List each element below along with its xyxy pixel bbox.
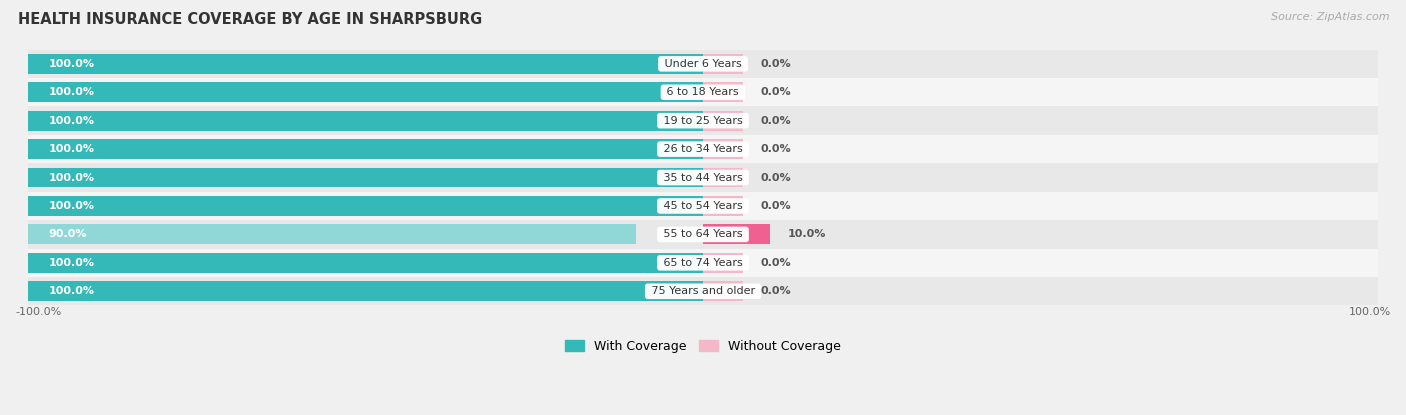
Bar <box>703 54 744 74</box>
Text: 90.0%: 90.0% <box>49 229 87 239</box>
Bar <box>703 281 744 301</box>
Bar <box>703 253 744 273</box>
Bar <box>28 249 1378 277</box>
Text: 100.0%: 100.0% <box>1348 308 1391 317</box>
Text: 100.0%: 100.0% <box>49 201 94 211</box>
Bar <box>703 168 744 188</box>
Bar <box>28 192 1378 220</box>
Bar <box>703 196 744 216</box>
Text: 19 to 25 Years: 19 to 25 Years <box>659 116 747 126</box>
Bar <box>28 277 1378 305</box>
Text: 100.0%: 100.0% <box>49 116 94 126</box>
Bar <box>28 78 1378 107</box>
Bar <box>28 111 703 131</box>
Text: 75 Years and older: 75 Years and older <box>648 286 758 296</box>
Text: 0.0%: 0.0% <box>761 144 792 154</box>
Bar <box>28 196 703 216</box>
Bar <box>28 281 703 301</box>
Bar <box>28 135 1378 164</box>
Text: 65 to 74 Years: 65 to 74 Years <box>659 258 747 268</box>
Text: 100.0%: 100.0% <box>49 258 94 268</box>
Text: 0.0%: 0.0% <box>761 201 792 211</box>
Text: HEALTH INSURANCE COVERAGE BY AGE IN SHARPSBURG: HEALTH INSURANCE COVERAGE BY AGE IN SHAR… <box>18 12 482 27</box>
Bar <box>28 54 703 74</box>
Text: 0.0%: 0.0% <box>761 258 792 268</box>
Text: 100.0%: 100.0% <box>49 173 94 183</box>
Bar <box>703 111 744 131</box>
Text: 100.0%: 100.0% <box>49 144 94 154</box>
Text: 0.0%: 0.0% <box>761 116 792 126</box>
Bar <box>703 82 744 102</box>
Text: 0.0%: 0.0% <box>761 286 792 296</box>
Bar <box>703 139 744 159</box>
Text: 0.0%: 0.0% <box>761 87 792 97</box>
Text: 6 to 18 Years: 6 to 18 Years <box>664 87 742 97</box>
Bar <box>28 164 1378 192</box>
Text: 100.0%: 100.0% <box>49 286 94 296</box>
Legend: With Coverage, Without Coverage: With Coverage, Without Coverage <box>561 334 845 358</box>
Text: 55 to 64 Years: 55 to 64 Years <box>659 229 747 239</box>
Text: Source: ZipAtlas.com: Source: ZipAtlas.com <box>1271 12 1389 22</box>
Text: 26 to 34 Years: 26 to 34 Years <box>659 144 747 154</box>
Bar <box>28 220 1378 249</box>
Text: 100.0%: 100.0% <box>49 87 94 97</box>
Bar <box>703 225 770 244</box>
Bar <box>28 50 1378 78</box>
Text: 0.0%: 0.0% <box>761 59 792 69</box>
Bar <box>28 82 703 102</box>
Text: Under 6 Years: Under 6 Years <box>661 59 745 69</box>
Text: 35 to 44 Years: 35 to 44 Years <box>659 173 747 183</box>
Text: -100.0%: -100.0% <box>15 308 62 317</box>
Bar <box>28 107 1378 135</box>
Text: 100.0%: 100.0% <box>49 59 94 69</box>
Bar <box>28 139 703 159</box>
Text: 10.0%: 10.0% <box>787 229 825 239</box>
Text: 0.0%: 0.0% <box>761 173 792 183</box>
Bar <box>28 225 636 244</box>
Bar <box>28 168 703 188</box>
Text: 45 to 54 Years: 45 to 54 Years <box>659 201 747 211</box>
Bar <box>28 253 703 273</box>
